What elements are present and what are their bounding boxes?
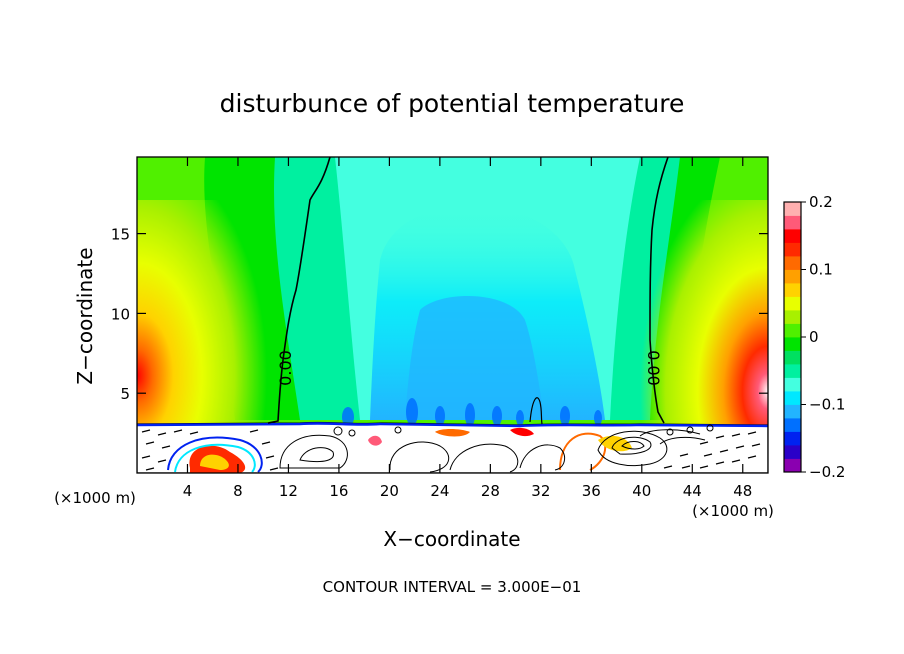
- colorbar-swatch: [784, 242, 801, 257]
- x-tick-label: 4: [183, 482, 193, 500]
- terrain-ticks: [141, 429, 761, 471]
- field-warm-left: [137, 200, 267, 425]
- colorbar-swatch: [784, 364, 801, 378]
- zero-contour-right: [649, 157, 669, 424]
- x-unit-right: (×1000 m): [692, 502, 774, 520]
- y-tick-label: 15: [111, 226, 130, 244]
- y-axis-label: Z−coordinate: [73, 247, 97, 384]
- colorbar-swatch: [784, 418, 801, 432]
- x-tick-label: 40: [632, 482, 651, 500]
- footer-contour-interval: CONTOUR INTERVAL = 3.000E−01: [323, 578, 582, 596]
- contour-label-right: 0.00: [644, 350, 663, 386]
- chart-title: disturbunce of potential temperature: [220, 89, 685, 118]
- colorbar-swatch: [784, 350, 801, 365]
- field-core-blue: [405, 296, 545, 420]
- colorbar-tick-label: −0.2: [809, 463, 845, 481]
- colorbar-swatch: [784, 296, 801, 311]
- colorbar-swatch: [784, 256, 801, 270]
- x-tick-label: 32: [531, 482, 550, 500]
- near-surface-streaks: [342, 398, 602, 427]
- colorbar-tick-label: 0: [809, 328, 819, 346]
- contour-bump: [529, 397, 543, 425]
- colorbar-swatch: [784, 323, 801, 338]
- x-tick-label: 12: [279, 482, 298, 500]
- x-tick-label: 36: [582, 482, 601, 500]
- colorbar-swatch: [784, 404, 801, 419]
- colorbar-swatch: [784, 391, 801, 405]
- colorbar: 0.2 0.1 0 −0.1 −0.2: [783, 193, 845, 481]
- y-axis: 5 10 15: [111, 226, 768, 403]
- y-tick-label: 10: [111, 305, 130, 323]
- plot-frame: [136, 156, 769, 474]
- colorbar-swatch: [784, 283, 801, 297]
- colorbar-swatch: [784, 269, 801, 284]
- plot-area: [137, 157, 768, 473]
- x-tick-label: 28: [481, 482, 500, 500]
- x-unit-left: (×1000 m): [54, 489, 136, 507]
- terrain-contours: [279, 424, 714, 473]
- x-tick-label: 8: [233, 482, 243, 500]
- colorbar-tick-label: 0.2: [809, 193, 833, 211]
- x-tick-label: 20: [380, 482, 399, 500]
- colorbar-swatch: [784, 310, 801, 324]
- terrain-surface-line: [137, 422, 768, 428]
- zero-contour-left: [267, 157, 331, 424]
- colorbar-swatch: [784, 337, 801, 351]
- colorbar-swatch: [784, 377, 801, 392]
- colorbar-tick-label: −0.1: [809, 396, 845, 414]
- contour-label-left: 0.00: [276, 350, 295, 386]
- colorbar-swatch: [784, 445, 801, 459]
- x-tick-label: 48: [733, 482, 752, 500]
- x-tick-label: 24: [430, 482, 449, 500]
- field-warm-right: [640, 200, 768, 425]
- colorbar-tick-label: 0.1: [809, 261, 833, 279]
- x-axis-label: X−coordinate: [383, 527, 520, 551]
- x-axis: 4 8 12 16 20 24 28 32 36 40 44 48: [183, 157, 752, 500]
- colorbar-swatch: [784, 215, 801, 230]
- y-tick-label: 5: [120, 385, 130, 403]
- x-tick-label: 44: [683, 482, 702, 500]
- x-tick-label: 16: [329, 482, 348, 500]
- colorbar-swatch: [784, 202, 801, 216]
- colorbar-swatch: [784, 458, 801, 473]
- colorbar-swatch: [784, 431, 801, 446]
- colorbar-swatch: [784, 229, 801, 243]
